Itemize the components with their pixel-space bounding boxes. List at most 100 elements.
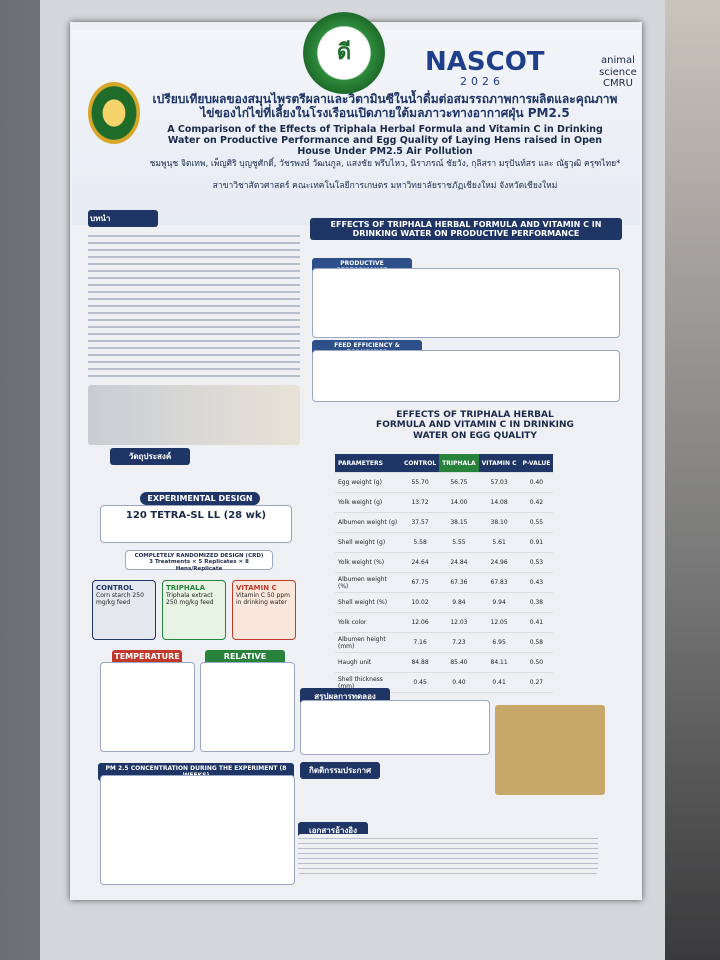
table-cell: 24.64 bbox=[401, 552, 440, 573]
treatment-detail: Triphala extract 250 mg/kg feed bbox=[166, 592, 214, 606]
table-cell: 0.91 bbox=[519, 532, 554, 553]
treatment-name: TRIPHALA bbox=[166, 584, 206, 592]
treatment-name: VITAMIN C bbox=[236, 584, 277, 592]
treatment: VITAMIN C Vitamin C 50 ppm in drinking wa… bbox=[232, 580, 296, 640]
table-row: Albumen weight (%) 67.75 67.36 67.83 0.43 bbox=[335, 572, 554, 593]
title-en: A Comparison of the Effects of Triphala … bbox=[167, 124, 603, 157]
column-header: P-VALUE bbox=[519, 454, 554, 473]
dept-line: CMRU bbox=[603, 78, 633, 89]
table-cell: Albumen weight (g) bbox=[335, 512, 401, 533]
performance-title: EFFECTS OF TRIPHALA HERBAL FORMULA AND V… bbox=[310, 218, 622, 240]
crd-box: COMPLETELY RANDOMIZED DESIGN (CRD) 3 Trea… bbox=[125, 550, 273, 572]
badge: ดี bbox=[303, 12, 385, 94]
table-cell: 0.40 bbox=[519, 472, 554, 493]
table-row: Yolk weight (%) 24.64 24.84 24.96 0.53 bbox=[335, 552, 554, 573]
table-cell: 55.70 bbox=[401, 472, 440, 493]
table-cell: 0.27 bbox=[519, 672, 554, 693]
header-row: PARAMETERS CONTROL TRIPHALA VITAMIN C P-VALU… bbox=[335, 454, 554, 473]
table-cell: 0.41 bbox=[519, 612, 554, 633]
table-row: Yolk weight (g) 13.72 14.00 14.08 0.42 bbox=[335, 492, 554, 513]
dept-line: animal bbox=[601, 55, 635, 66]
table-cell: 38.15 bbox=[439, 512, 479, 533]
table-cell: 57.03 bbox=[478, 472, 520, 493]
table-row: Albumen height (mm) 7.16 7.23 6.95 0.58 bbox=[335, 632, 554, 653]
table-cell: 0.43 bbox=[519, 572, 554, 593]
table-cell: 6.95 bbox=[478, 632, 520, 653]
table-cell: 84.88 bbox=[401, 652, 440, 673]
column-header: VITAMIN C bbox=[478, 454, 520, 473]
title-th: เปรียบเทียบผลของสมุนไพรตรีผลาและวิตามินซ… bbox=[152, 92, 618, 120]
table-row: Yolk color 12.06 12.03 12.05 0.41 bbox=[335, 612, 554, 633]
treatment: TRIPHALA Triphala extract 250 mg/kg feed bbox=[162, 580, 226, 640]
table-cell: 0.53 bbox=[519, 552, 554, 573]
treatments: CONTROL Corn starch 250 mg/kg feed TRIPHAL… bbox=[92, 580, 302, 640]
table-cell: 67.75 bbox=[401, 572, 440, 593]
humidity-chart bbox=[200, 662, 295, 752]
design-heading: EXPERIMENTAL DESIGN bbox=[140, 492, 260, 505]
table: PARAMETERS CONTROL TRIPHALA VITAMIN C P-VALU… bbox=[335, 454, 554, 693]
table-row: Egg weight (g) 55.70 56.75 57.03 0.40 bbox=[335, 472, 554, 493]
table-cell: Albumen weight (%) bbox=[335, 572, 401, 593]
table-cell: 5.61 bbox=[478, 532, 520, 553]
table-cell: 37.57 bbox=[401, 512, 440, 533]
references-text bbox=[298, 834, 598, 874]
table-cell: Egg weight (g) bbox=[335, 472, 401, 493]
conclusion-photo bbox=[495, 705, 605, 795]
table-cell: 7.16 bbox=[401, 632, 440, 653]
table-cell: 7.23 bbox=[439, 632, 479, 653]
authors: ชมพูนุช จิตเทพ, เพ็ญศิริ บุญชูศักดิ์, วั… bbox=[149, 159, 621, 169]
table-cell: Yolk weight (g) bbox=[335, 492, 401, 513]
table-cell: 12.05 bbox=[478, 612, 520, 633]
dept-line: science bbox=[599, 66, 637, 78]
table-cell: 5.55 bbox=[439, 532, 479, 553]
table-cell: 85.40 bbox=[439, 652, 479, 673]
table-cell: 0.38 bbox=[519, 592, 554, 613]
logo: NASCOT bbox=[425, 47, 545, 77]
pm-illustration bbox=[88, 385, 300, 445]
table-cell: 5.58 bbox=[401, 532, 440, 553]
column-header: TRIPHALA bbox=[439, 454, 479, 473]
table-cell: 14.08 bbox=[478, 492, 520, 513]
table-cell: 38.10 bbox=[478, 512, 520, 533]
treatment-name: CONTROL bbox=[96, 584, 134, 592]
pm-chart bbox=[100, 775, 295, 885]
temperature-chart bbox=[100, 662, 195, 752]
table-cell: 0.42 bbox=[519, 492, 554, 513]
objective-heading: วัตถุประสงค์ bbox=[110, 448, 190, 465]
column-header: CONTROL bbox=[401, 454, 440, 473]
table-cell: 9.84 bbox=[439, 592, 479, 613]
table-cell: Yolk color bbox=[335, 612, 401, 633]
table-row: Albumen weight (g) 37.57 38.15 38.10 0.55 bbox=[335, 512, 554, 533]
table-cell: 67.83 bbox=[478, 572, 520, 593]
table-cell: 24.96 bbox=[478, 552, 520, 573]
table-cell: Shell weight (%) bbox=[335, 592, 401, 613]
hallway bbox=[660, 0, 720, 960]
acknowledgment-heading: กิตติกรรมประกาศ bbox=[300, 762, 380, 779]
table-row: Shell thickness (mm) 0.45 0.40 0.41 0.27 bbox=[335, 672, 554, 693]
table-row: Shell weight (%) 10.02 9.84 9.94 0.38 bbox=[335, 592, 554, 613]
logo-year: 2026 bbox=[460, 75, 504, 88]
hens-box: 120 TETRA-SL LL (28 wk) bbox=[100, 505, 292, 543]
table-cell: 0.41 bbox=[478, 672, 520, 693]
egg-quality-title: EFFECTS OF TRIPHALA HERBAL FORMULA AND V… bbox=[376, 410, 574, 441]
conclusion-box bbox=[300, 700, 490, 755]
table-row: Shell weight (g) 5.58 5.55 5.61 0.91 bbox=[335, 532, 554, 553]
table-cell: Yolk weight (%) bbox=[335, 552, 401, 573]
table-cell: 12.03 bbox=[439, 612, 479, 633]
table-cell: 56.75 bbox=[439, 472, 479, 493]
table-cell: Albumen height (mm) bbox=[335, 632, 401, 653]
table-cell: 0.58 bbox=[519, 632, 554, 653]
economics-panel bbox=[312, 350, 620, 402]
intro-heading: บทนำ bbox=[88, 210, 158, 227]
university-seal bbox=[88, 82, 140, 144]
dept: animal science CMRU bbox=[598, 55, 638, 90]
table-cell: 84.11 bbox=[478, 652, 520, 673]
intro-text bbox=[88, 230, 300, 380]
table-cell: 24.84 bbox=[439, 552, 479, 573]
table-cell: Shell weight (g) bbox=[335, 532, 401, 553]
table-cell: 67.36 bbox=[439, 572, 479, 593]
table-cell: 13.72 bbox=[401, 492, 440, 513]
egg-table: PARAMETERS CONTROL TRIPHALA VITAMIN C P-VALU… bbox=[335, 454, 585, 693]
treatment: CONTROL Corn starch 250 mg/kg feed bbox=[92, 580, 156, 640]
